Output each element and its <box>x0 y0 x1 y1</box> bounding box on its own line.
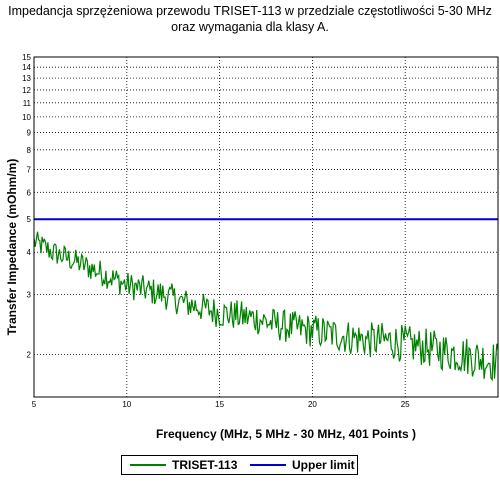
legend-label-triset: TRISET-113 <box>172 458 238 472</box>
y-tick-label: 6 <box>27 188 32 197</box>
y-tick-label: 7 <box>27 166 32 175</box>
legend-swatch-triset <box>130 464 166 466</box>
y-tick-label: 9 <box>27 128 32 137</box>
chart-title: Impedancja sprzężeniowa przewodu TRISET-… <box>0 3 500 35</box>
grid-lines <box>34 56 498 397</box>
y-tick-label: 8 <box>27 146 32 155</box>
y-tick-label: 3 <box>27 291 32 300</box>
x-tick-label: 10 <box>122 400 131 409</box>
y-tick-label: 5 <box>27 215 32 224</box>
x-tick-label: 25 <box>401 400 410 409</box>
chart-title-line-2: oraz wymagania dla klasy A. <box>171 20 329 34</box>
y-tick-label: 14 <box>22 63 31 72</box>
y-axis-label: Transfer Impedance (mOhm/m) <box>5 159 19 336</box>
legend-item-triset: TRISET-113 <box>130 458 237 472</box>
series-layer <box>33 218 499 382</box>
y-tick-label: 13 <box>22 74 31 83</box>
y-tick-label: 12 <box>22 86 31 95</box>
x-tick-label: 20 <box>308 400 317 409</box>
x-axis-label: Frequency (MHz, 5 MHz - 30 MHz, 401 Poin… <box>156 427 416 441</box>
y-tick-label: 4 <box>27 248 32 257</box>
y-tick-label: 2 <box>27 351 32 360</box>
x-tick-label: 5 <box>32 400 37 409</box>
legend-label-upper-limit: Upper limit <box>292 458 355 472</box>
chart-title-line-1: Impedancja sprzężeniowa przewodu TRISET-… <box>8 4 492 18</box>
y-tick-label: 15 <box>22 53 31 62</box>
legend: TRISET-113 Upper limit <box>121 455 358 475</box>
y-tick-label: 11 <box>23 99 32 108</box>
plot-frame <box>33 56 499 398</box>
series-line-triset <box>33 231 499 382</box>
legend-item-upper-limit: Upper limit <box>250 458 355 472</box>
y-tick-label: 10 <box>22 113 31 122</box>
x-tick-label: 15 <box>215 400 224 409</box>
legend-swatch-upper-limit <box>250 464 286 466</box>
